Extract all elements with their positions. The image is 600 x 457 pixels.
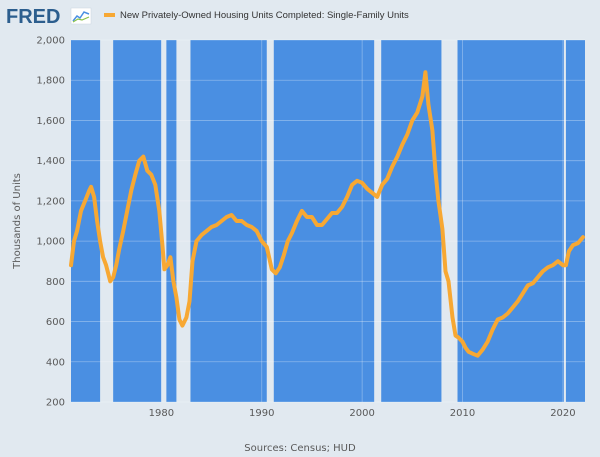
plot-background bbox=[71, 40, 585, 402]
x-tick-label: 2020 bbox=[550, 408, 575, 419]
recession-band-0 bbox=[100, 40, 114, 402]
fred-logo-text: FRED bbox=[6, 6, 60, 28]
y-tick-label: 2,000 bbox=[36, 36, 65, 47]
recession-band-1 bbox=[161, 40, 167, 402]
y-tick-label: 200 bbox=[46, 398, 65, 409]
y-axis-title: Thousands of Units bbox=[12, 173, 23, 270]
plot-area bbox=[69, 39, 585, 403]
x-axis: 1980 1990 2000 2010 2020 bbox=[149, 408, 576, 419]
x-tick-label: 1980 bbox=[149, 408, 174, 419]
recession-band-6 bbox=[563, 40, 566, 402]
y-axis: 200 400 600 800 1,000 1,200 1,400 1,600 1,800 2,0… bbox=[36, 36, 65, 409]
fred-logo[interactable]: FRED bbox=[6, 6, 92, 28]
gridlines bbox=[71, 39, 585, 403]
legend: New Privately-Owned Housing Units Comple… bbox=[104, 10, 409, 21]
x-tick-label: 2000 bbox=[349, 408, 374, 419]
y-tick-label: 400 bbox=[46, 357, 65, 368]
y-tick-label: 1,600 bbox=[36, 116, 65, 127]
x-tick-label: 2010 bbox=[450, 408, 475, 419]
sources-note: Sources: Census; HUD bbox=[244, 443, 356, 454]
y-tick-label: 800 bbox=[46, 277, 65, 288]
x-tick-label: 1990 bbox=[249, 408, 274, 419]
series-line bbox=[69, 70, 585, 358]
y-tick-label: 1,000 bbox=[36, 237, 65, 248]
y-tick-label: 1,800 bbox=[36, 76, 65, 87]
recession-band-4 bbox=[374, 40, 382, 402]
y-tick-label: 1,400 bbox=[36, 156, 65, 167]
recession-band-3 bbox=[266, 40, 274, 402]
recession-band-2 bbox=[176, 40, 191, 402]
y-tick-label: 1,200 bbox=[36, 196, 65, 207]
line-chart-icon bbox=[70, 7, 92, 25]
legend-label: New Privately-Owned Housing Units Comple… bbox=[120, 10, 409, 21]
recession-band-5 bbox=[441, 40, 458, 402]
y-tick-label: 600 bbox=[46, 317, 65, 328]
